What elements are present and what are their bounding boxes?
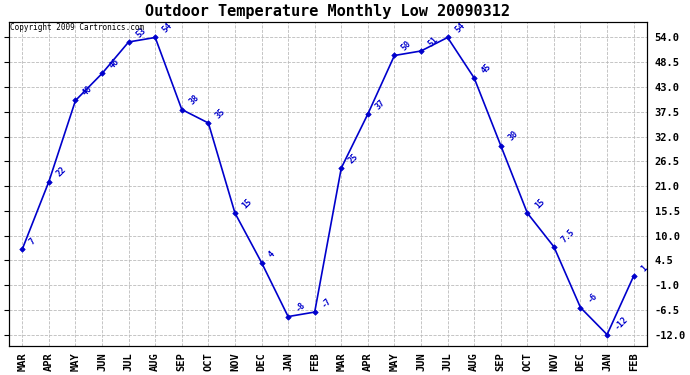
Text: 54: 54 [161, 21, 174, 35]
Text: 50: 50 [400, 39, 413, 53]
Text: -12: -12 [613, 315, 629, 332]
Text: Copyright 2009 Cartronics.com: Copyright 2009 Cartronics.com [10, 23, 144, 32]
Text: 35: 35 [214, 107, 228, 120]
Text: 25: 25 [347, 152, 360, 165]
Text: 46: 46 [108, 57, 121, 71]
Text: 40: 40 [81, 84, 95, 98]
Text: 4: 4 [267, 250, 277, 260]
Text: 7: 7 [28, 236, 38, 246]
Text: 7.5: 7.5 [560, 227, 576, 244]
Text: 51: 51 [426, 35, 440, 48]
Text: 15: 15 [241, 197, 254, 210]
Text: 45: 45 [480, 62, 493, 75]
Text: 54: 54 [453, 21, 466, 35]
Text: 37: 37 [373, 98, 387, 111]
Text: 1: 1 [639, 263, 649, 273]
Title: Outdoor Temperature Monthly Low 20090312: Outdoor Temperature Monthly Low 20090312 [146, 4, 511, 19]
Text: 15: 15 [533, 197, 546, 210]
Text: -6: -6 [586, 291, 600, 305]
Text: 38: 38 [188, 93, 201, 107]
Text: 30: 30 [506, 129, 520, 143]
Text: -7: -7 [320, 296, 334, 309]
Text: 53: 53 [134, 26, 148, 39]
Text: 22: 22 [55, 165, 68, 179]
Text: -8: -8 [294, 300, 307, 314]
